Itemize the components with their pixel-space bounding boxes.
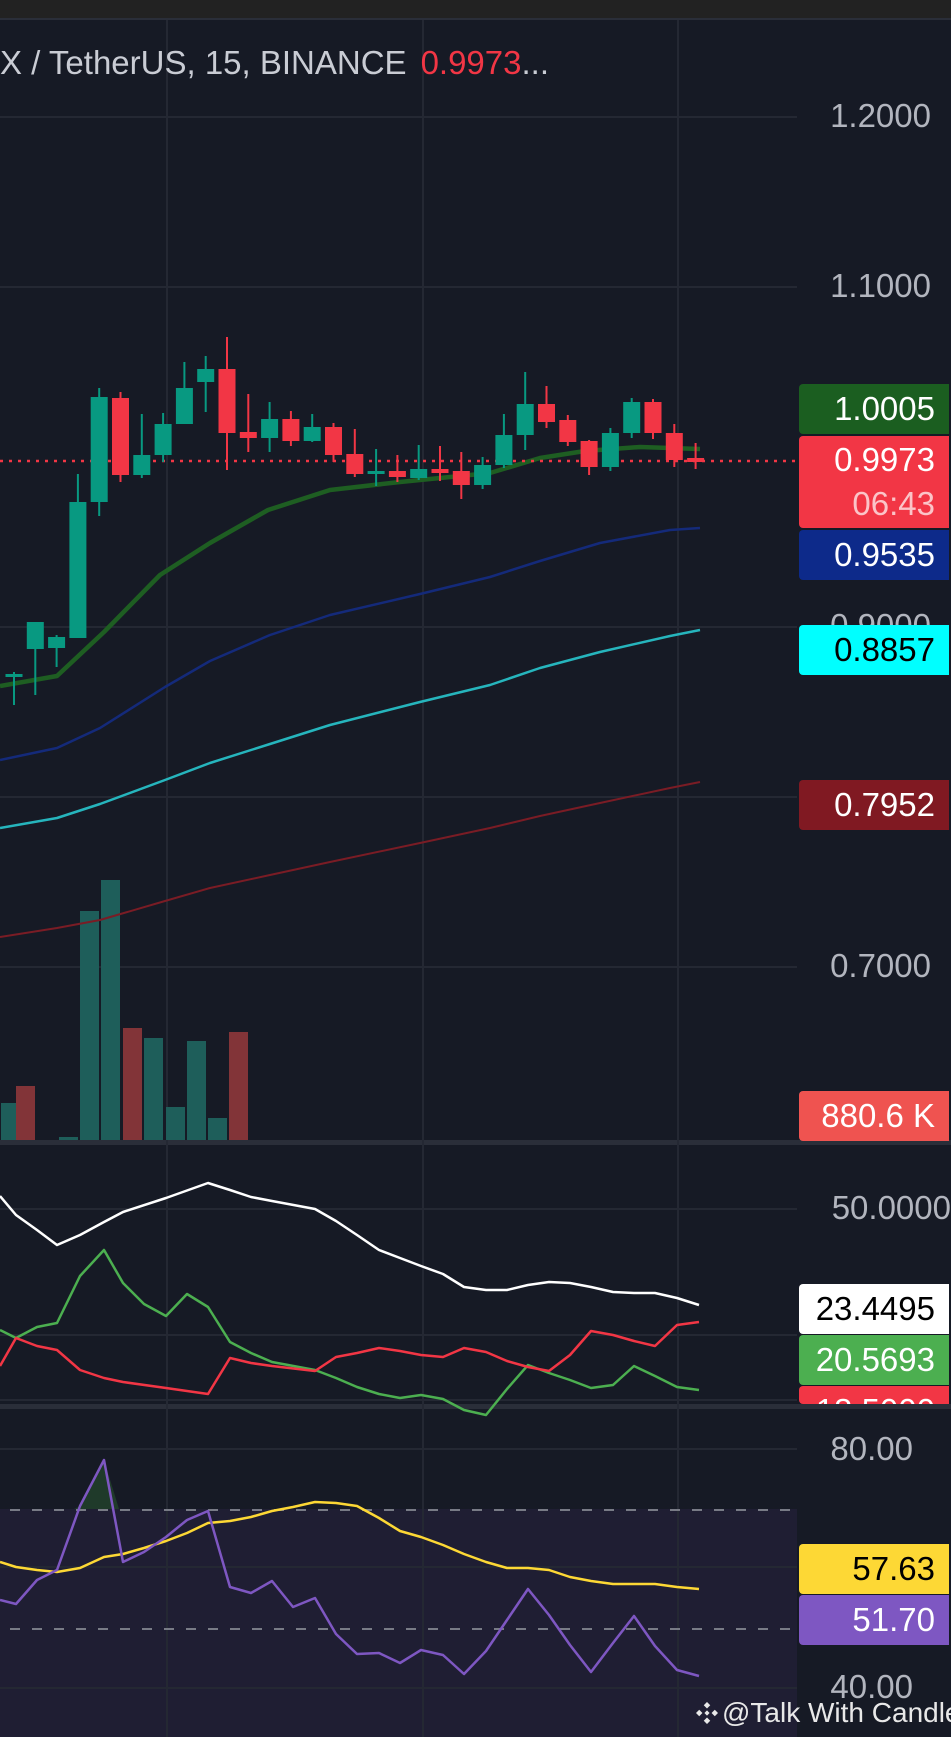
tag-value: 0.9973 (834, 441, 935, 478)
ma-mid-line (0, 526, 701, 762)
chart-legend-header[interactable]: X / TetherUS, 15, BINANCE 0.9973... (0, 44, 549, 82)
candle-body (538, 404, 555, 422)
volume-bar (208, 1118, 227, 1140)
rsi-tick: 40.00 (830, 1668, 913, 1705)
ma-long-tag: 0.7952 (799, 780, 949, 830)
volume-bar (80, 911, 99, 1140)
candle-body (388, 471, 406, 477)
chart-canvas[interactable] (0, 20, 951, 1737)
candle-body (559, 420, 577, 442)
adx-tag: 23.4495 (799, 1284, 949, 1334)
candle-body (495, 435, 513, 465)
pane-separator (0, 1404, 951, 1409)
volume-bar (187, 1041, 206, 1140)
rsi-ma-line (0, 1500, 700, 1591)
candle-body (474, 465, 492, 485)
adx-line (0, 1181, 700, 1307)
candle-body (644, 402, 662, 433)
di-plus-tag: 20.5693 (799, 1335, 949, 1385)
candle-body (26, 622, 44, 649)
ma-fast-tag: 1.0005 (799, 384, 949, 434)
candle-body (601, 433, 619, 467)
volume-bar (229, 1032, 248, 1140)
candle-body (175, 388, 193, 424)
rsi-tick: 80.00 (830, 1430, 913, 1467)
ma-slow-tag: 0.8857 (799, 625, 949, 675)
candle-body (154, 424, 172, 455)
di-minus-tag: 18.5000 (799, 1386, 949, 1404)
candle-body (367, 471, 385, 474)
ma-long-line (0, 781, 701, 938)
volume-bar (16, 1086, 35, 1140)
price-tick: 0.7000 (830, 947, 931, 984)
candle-body (48, 637, 66, 648)
last-price-text: 0.9973 (420, 44, 522, 81)
price-tick: 0.9000 (830, 607, 931, 629)
status-bar (0, 0, 951, 20)
watermark: @Talk With Candle (696, 1697, 951, 1729)
candle-body (90, 397, 108, 502)
volume-bar (144, 1038, 163, 1140)
dmi-tick: 50.0000 (831, 1189, 951, 1226)
volume-bar (123, 1028, 142, 1140)
rsi-ma-tag: 57.63 (799, 1544, 949, 1594)
volume-bar (166, 1107, 185, 1140)
candle-body (516, 404, 534, 435)
ma-mid-tag: 0.9535 (799, 530, 949, 580)
di-minus-line (0, 1320, 700, 1396)
candle-body (218, 369, 236, 433)
volume-bar (59, 1137, 78, 1140)
candle-body (410, 469, 428, 478)
volume-bar (101, 880, 120, 1140)
candle-body (325, 427, 342, 455)
rsi-tag: 51.70 (799, 1595, 949, 1645)
rsi-band (0, 1509, 797, 1737)
pane-separator (0, 1140, 951, 1145)
legend-more[interactable]: ... (521, 44, 550, 81)
price-tick: 1.1000 (830, 267, 931, 304)
candle-body (197, 369, 215, 382)
candle-body (346, 454, 364, 474)
candle-body (261, 419, 279, 438)
candle-body (303, 427, 321, 441)
last-price-tag: 0.9973 06:43 (799, 436, 949, 528)
candle-body (69, 502, 87, 638)
candle-body (687, 458, 705, 462)
binance-logo-icon (696, 1702, 718, 1724)
di-plus-line (0, 1248, 700, 1417)
ma-slow-line (0, 628, 701, 830)
candle-body (133, 455, 151, 475)
watermark-text: @Talk With Candle (722, 1697, 951, 1728)
volume-bar (1, 1103, 20, 1140)
rsi-line (0, 1458, 700, 1678)
candle-body (282, 419, 300, 441)
candle-body (580, 441, 598, 467)
candle-body (665, 433, 683, 460)
candle-body (112, 398, 129, 475)
price-tick: 1.2000 (830, 97, 931, 134)
symbol-title: X / TetherUS, 15, BINANCE (0, 44, 407, 81)
countdown-timer: 06:43 (852, 485, 935, 522)
candle-body (623, 402, 641, 433)
volume-tag: 880.6 K (799, 1091, 949, 1141)
candle-body (452, 471, 470, 485)
candle-body (239, 432, 257, 438)
candle-body (431, 469, 449, 473)
candle-body (5, 674, 23, 677)
